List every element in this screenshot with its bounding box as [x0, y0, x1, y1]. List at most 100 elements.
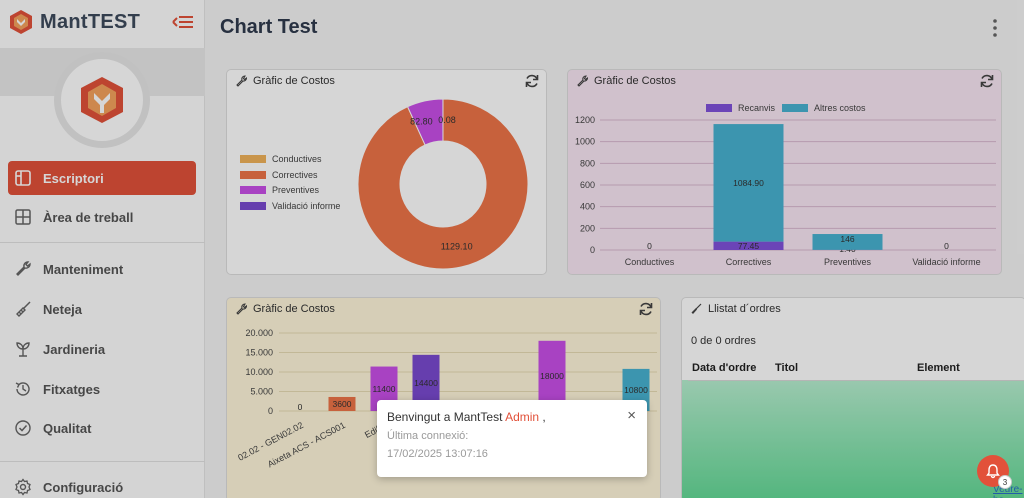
brand[interactable]: MantTEST — [8, 8, 140, 36]
wrench-icon — [236, 303, 247, 315]
username: Admin — [505, 410, 540, 424]
bar[interactable] — [328, 396, 356, 411]
more-options-icon[interactable] — [988, 18, 1002, 38]
sidebar-divider — [0, 242, 205, 243]
legend-label: Correctives — [272, 169, 318, 180]
bar-value-label: 146 — [840, 234, 854, 244]
legend-swatch — [240, 201, 266, 210]
y-tick-label: 0 — [268, 406, 273, 416]
wrench-icon — [16, 261, 31, 276]
legend-label: Preventives — [272, 185, 320, 195]
stacked-bar-segment[interactable] — [713, 241, 784, 250]
donut-chart: 1129.10 82.80 0.08 — [357, 98, 529, 270]
stacked-bar-chart: 0 200 400 600 800 1000 1200 0 Conductives 77.45 10… — [575, 115, 996, 267]
orders-footer-link[interactable]: Veure-ho — [993, 484, 1023, 498]
bar-value-label: 18000 — [540, 371, 564, 381]
last-login-value: 17/02/2025 13:07:16 — [387, 448, 488, 460]
refresh-icon[interactable] — [638, 301, 654, 317]
legend-item[interactable]: Recanvis — [706, 103, 775, 113]
x-tick-label: Conductives — [625, 257, 675, 267]
sidebar-item-area-de-treball[interactable]: Àrea de treball — [0, 200, 205, 234]
sidebar-item-neteja[interactable]: Neteja — [0, 292, 205, 326]
sidebar-item-label: Configuració — [43, 479, 124, 495]
legend-label: Conductives — [272, 154, 322, 164]
avatar-logo-icon — [81, 77, 123, 123]
cost-bar-panel: 0 5.000 10.000 15.000 20.000 0 02.02 - GEN02.0… — [226, 297, 661, 498]
sidebar-item-label: Qualitat — [43, 420, 92, 436]
bar-value-label: 0 — [944, 241, 949, 251]
x-tick-label: Correctives — [726, 257, 772, 267]
y-tick-label: 200 — [580, 223, 595, 233]
column-header-date[interactable]: Data d'ordre — [692, 362, 757, 374]
donut-value-label: 0.08 — [438, 115, 456, 125]
legend-item[interactable]: Altres costos — [782, 103, 866, 113]
bar-value-label: 0 — [298, 402, 303, 412]
legend-item[interactable]: Validació informe — [240, 201, 340, 211]
panel-title: Gràfic de Costos — [235, 75, 335, 87]
page-title: Chart Test — [220, 16, 318, 38]
layout-icon — [15, 170, 31, 186]
column-header-element[interactable]: Element — [917, 362, 960, 374]
refresh-icon[interactable] — [524, 73, 540, 89]
close-icon[interactable]: × — [627, 407, 636, 424]
sidebar-item-escriptori[interactable]: Escriptori — [8, 161, 196, 195]
y-tick-label: 400 — [580, 202, 595, 212]
welcome-line: Benvingut a MantTest Admin , — [387, 410, 546, 424]
bell-icon — [986, 464, 1000, 479]
legend-item[interactable]: Preventives — [240, 185, 319, 195]
gear-icon — [15, 478, 31, 496]
cost-donut-panel: 1129.10 82.80 0.08 Gràfic de Costos Conduc… — [226, 69, 547, 275]
y-tick-label: 1200 — [575, 115, 595, 125]
y-tick-label: 20.000 — [245, 328, 273, 338]
legend-swatch — [782, 104, 808, 112]
notifications-button[interactable]: 3 — [977, 455, 1012, 489]
sidebar-item-qualitat[interactable]: Qualitat — [0, 411, 205, 445]
legend-label: Recanvis — [738, 103, 776, 113]
legend-item[interactable]: Correctives — [240, 170, 318, 180]
sidebar-item-jardineria[interactable]: Jardineria — [0, 332, 205, 366]
plant-icon — [16, 342, 30, 357]
x-tick-label: Aixeta ACS - ACS001 — [266, 420, 347, 469]
panel-title: Gràfic de Costos — [235, 303, 335, 315]
column-header-title[interactable]: Titol — [775, 362, 799, 374]
menu-collapse-icon[interactable] — [172, 13, 194, 31]
broom-icon — [16, 301, 31, 317]
broom-icon — [691, 303, 702, 314]
donut-value-label: 1129.10 — [441, 242, 473, 252]
bar-value-label: 77.45 — [738, 241, 760, 251]
sidebar-item-label: Manteniment — [43, 261, 124, 277]
y-tick-label: 15.000 — [245, 348, 273, 358]
panel-title: Llistat d´ordres — [690, 303, 781, 315]
last-login-label: Última connexió: — [387, 430, 469, 442]
check-circle-icon — [15, 420, 31, 436]
wrench-icon — [577, 75, 588, 87]
stacked-bar-segment[interactable] — [812, 234, 883, 250]
grid-icon — [15, 209, 31, 225]
legend-item[interactable]: Conductives — [240, 154, 322, 164]
donut-slice[interactable] — [357, 98, 529, 270]
bar-value-label: 0 — [647, 241, 652, 251]
bar-value-label: 10800 — [624, 385, 648, 395]
x-tick-label: Validació informe — [912, 257, 980, 267]
brand-logo-icon — [10, 10, 32, 34]
stacked-bar-segment[interactable] — [713, 124, 784, 242]
legend-swatch — [706, 104, 732, 112]
avatar[interactable] — [54, 52, 150, 148]
brand-name: MantTEST — [40, 10, 141, 33]
sidebar-item-label: Àrea de treball — [43, 209, 134, 225]
notification-badge: 3 — [998, 475, 1012, 489]
bar[interactable] — [538, 340, 566, 411]
orders-panel: Llistat d´ordres 0 de 0 ordres Data d'or… — [681, 297, 1024, 498]
sidebar-item-configuracio[interactable]: Configuració — [0, 470, 205, 498]
legend-label: Altres costos — [814, 103, 866, 113]
y-tick-label: 5.000 — [250, 387, 273, 397]
sidebar-item-manteniment[interactable]: Manteniment — [0, 252, 205, 286]
legend-label: Validació informe — [272, 200, 341, 211]
sidebar-item-fitxatges[interactable]: Fitxatges — [0, 372, 205, 406]
x-tick-label: Preventives — [824, 257, 872, 267]
legend-swatch — [240, 170, 266, 179]
welcome-toast: Benvingut a MantTest Admin , Última conn… — [377, 400, 647, 477]
refresh-icon[interactable] — [979, 73, 995, 89]
